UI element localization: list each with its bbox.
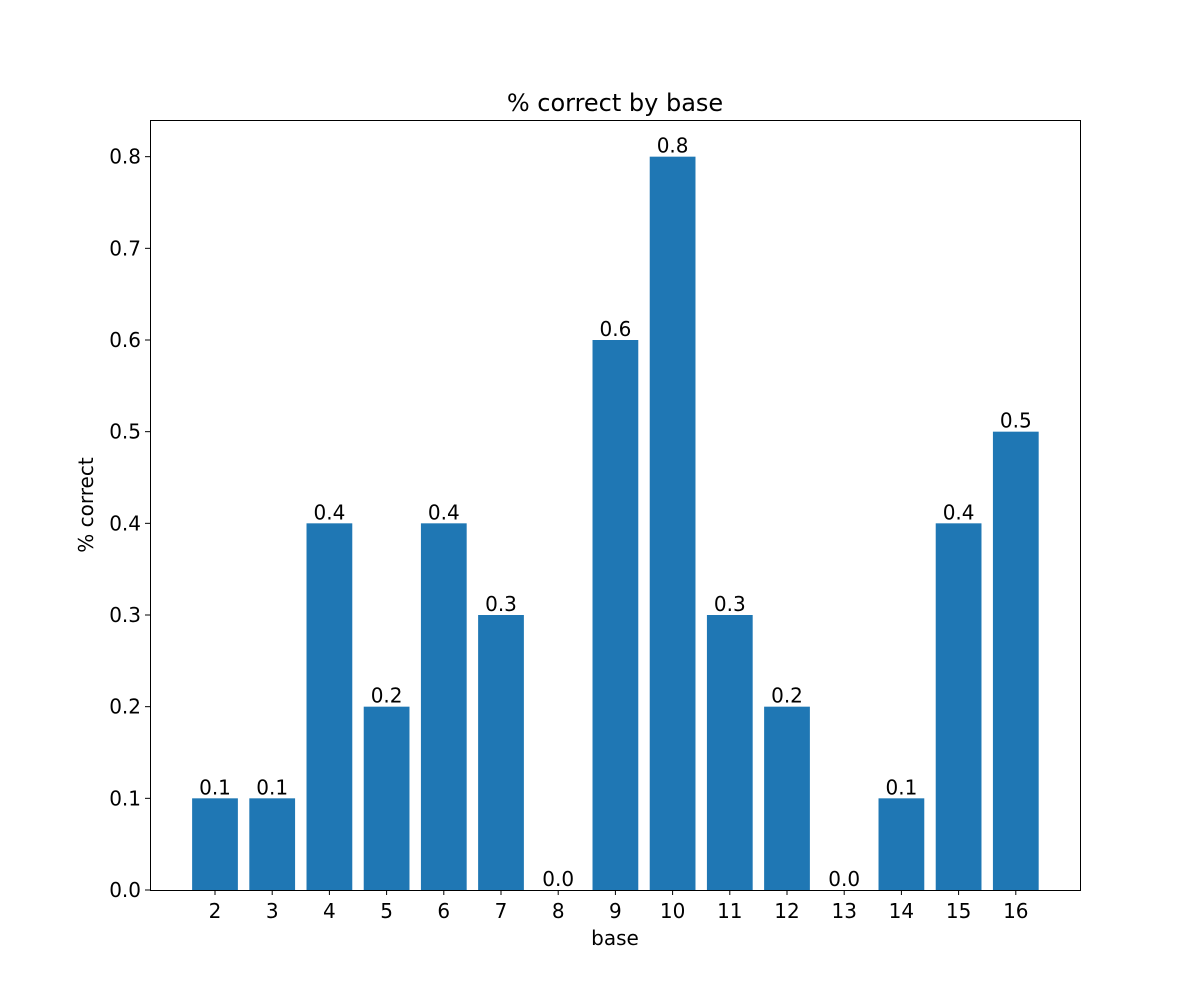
y-tick-label: 0.4 [109, 511, 141, 535]
x-axis-label: base [591, 926, 639, 950]
bar-11 [706, 615, 753, 890]
bar-14 [878, 798, 925, 890]
x-tick-label: 13 [831, 899, 856, 923]
y-tick-label: 0.3 [109, 603, 141, 627]
bar-12 [764, 706, 810, 890]
x-tick-label: 7 [495, 899, 508, 923]
x-tick-label: 4 [323, 899, 336, 923]
bar-10 [649, 156, 696, 891]
bar-value-label: 0.0 [828, 867, 860, 891]
bar-2 [192, 798, 238, 890]
x-tick-label: 5 [380, 899, 393, 923]
bar-6 [420, 523, 467, 890]
bar-value-label: 0.1 [256, 775, 288, 799]
y-tick-label: 0.5 [109, 420, 141, 444]
x-tick-label: 16 [1003, 899, 1028, 923]
x-tick-label: 14 [889, 899, 914, 923]
bar-value-label: 0.2 [771, 684, 803, 708]
plot-frame [150, 120, 1081, 891]
y-tick-label: 0.1 [109, 786, 141, 810]
bar-value-label: 0.2 [371, 684, 403, 708]
x-axis-ticks: 2 3 4 5 6 7 8 9 10 11 12 13 14 15 16 [209, 890, 1029, 923]
x-tick-label: 9 [609, 899, 622, 923]
y-tick-label: 0.6 [109, 328, 141, 352]
bar-5 [363, 706, 410, 890]
bar-9 [592, 340, 639, 890]
x-tick-label: 8 [552, 899, 565, 923]
bar-3 [249, 798, 296, 890]
bar-value-label: 0.1 [885, 775, 917, 799]
bar-value-label: 0.4 [943, 500, 975, 524]
bar-value-label: 0.8 [657, 134, 689, 158]
x-tick-label: 6 [437, 899, 450, 923]
bar-4 [306, 523, 353, 890]
y-axis-label: % correct [74, 457, 98, 553]
bar-7 [478, 615, 524, 890]
y-axis-ticks: 0.0 0.1 0.2 0.3 0.4 0.5 0.6 0.7 0.8 [109, 145, 150, 902]
bar-value-label: 0.4 [313, 500, 345, 524]
bar-value-label: 0.5 [1000, 409, 1032, 433]
y-tick-label: 0.7 [109, 236, 141, 260]
x-tick-label: 12 [774, 899, 799, 923]
x-tick-label: 15 [946, 899, 971, 923]
y-tick-label: 0.8 [109, 145, 141, 169]
bar-16 [992, 431, 1039, 890]
bar-value-label: 0.4 [428, 500, 460, 524]
bar-value-label: 0.3 [714, 592, 746, 616]
x-tick-label: 11 [717, 899, 742, 923]
bar-value-label: 0.6 [599, 317, 631, 341]
bar-value-label: 0.0 [542, 867, 574, 891]
bars-group: 0.1 0.1 0.4 0.2 0.4 0.3 0.0 0.6 0.8 0.3 0.2 0.0 0.1 0… [192, 134, 1039, 891]
bar-15 [935, 523, 982, 890]
x-tick-label: 3 [266, 899, 279, 923]
bar-value-label: 0.3 [485, 592, 517, 616]
bar-value-label: 0.1 [199, 775, 231, 799]
x-tick-label: 2 [209, 899, 222, 923]
y-tick-label: 0.2 [109, 695, 141, 719]
chart-title: % correct by base [507, 89, 723, 117]
y-tick-label: 0.0 [109, 878, 141, 902]
x-tick-label: 10 [660, 899, 685, 923]
